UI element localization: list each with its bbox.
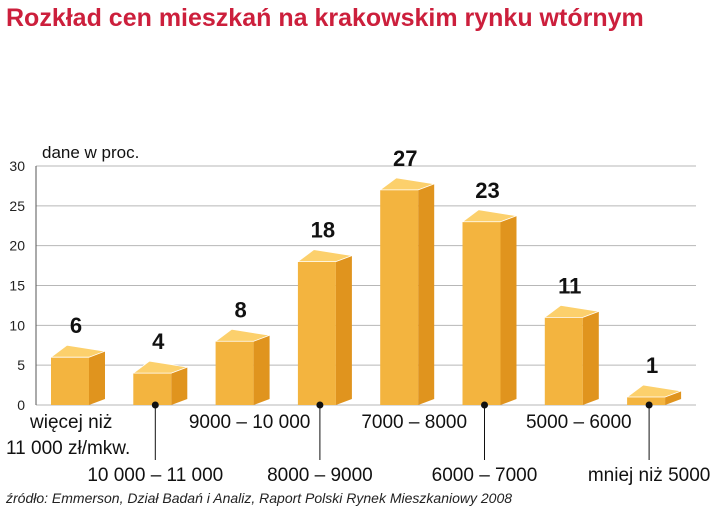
data-label: 4 [152, 329, 165, 354]
category-label: więcej niż [29, 412, 112, 433]
category-label: 6000 – 7000 [432, 465, 538, 486]
chart-title: Rozkład cen mieszkań na krakowskim rynku… [6, 4, 644, 32]
category-label: mniej niż 5000 [588, 465, 711, 486]
bar-top-face [132, 360, 189, 374]
category-labels: więcej niż 11 000 zł/mkw. 10 000 – 11 000 9… [6, 401, 711, 486]
bar-side-face [253, 335, 270, 405]
bar-side-face [89, 351, 105, 405]
category-label: 7000 – 8000 [361, 412, 467, 433]
bar-side-face [335, 255, 352, 405]
bar-front-face [51, 357, 89, 405]
bar-side-face [582, 311, 599, 405]
y-tick-label: 10 [9, 317, 25, 333]
bar-front-face [462, 221, 501, 405]
category-label: 10 000 – 11 000 [87, 465, 223, 486]
data-label: 8 [234, 297, 246, 322]
bar: 1 [625, 353, 683, 405]
data-label: 23 [475, 178, 499, 203]
data-label: 6 [70, 313, 82, 338]
bar-side-face [500, 215, 517, 405]
bar-side-face [418, 183, 435, 405]
bar-front-face [627, 397, 666, 405]
bar-side-face [665, 391, 682, 405]
bar: 4 [132, 329, 189, 405]
bar-top-face [49, 344, 107, 358]
category-label: 5000 – 6000 [526, 412, 632, 433]
category-label: 8000 – 9000 [267, 465, 373, 486]
y-tick-label: 25 [9, 198, 25, 214]
bar: 8 [214, 297, 272, 405]
source-note: źródło: Emmerson, Dział Badań i Analiz, … [5, 490, 512, 506]
y-tick-label: 30 [9, 158, 25, 174]
data-label: 11 [558, 273, 581, 298]
bar: 11 [543, 273, 601, 405]
y-axis-unit-label: dane w proc. [42, 143, 139, 162]
y-tick-label: 0 [17, 397, 25, 413]
bar-front-face [380, 189, 419, 405]
bar-top-face [214, 328, 272, 342]
y-tick-label: 15 [9, 278, 25, 294]
bar-top-face [543, 304, 601, 318]
bar-front-face [297, 261, 336, 405]
bar-front-face [544, 317, 583, 405]
bar: 18 [296, 218, 354, 405]
y-axis: 0 5 10 15 20 25 30 [9, 158, 37, 413]
data-label: 1 [646, 353, 658, 378]
y-tick-label: 5 [17, 357, 25, 373]
bar-side-face [171, 367, 188, 405]
bar: 27 [379, 146, 436, 405]
y-tick-label: 20 [9, 238, 25, 254]
bar-top-face [379, 177, 436, 191]
bar-top-face [625, 384, 683, 398]
bar-front-face [133, 373, 172, 405]
data-label: 18 [311, 218, 335, 243]
bar: 23 [461, 178, 519, 405]
bar: 6 [49, 313, 107, 405]
bar-top-face [461, 209, 519, 223]
bar-front-face [215, 341, 254, 405]
data-label: 27 [393, 146, 417, 171]
category-label: 11 000 zł/mkw. [6, 438, 130, 459]
bar-top-face [296, 249, 354, 263]
category-label: 9000 – 10 000 [189, 412, 311, 433]
